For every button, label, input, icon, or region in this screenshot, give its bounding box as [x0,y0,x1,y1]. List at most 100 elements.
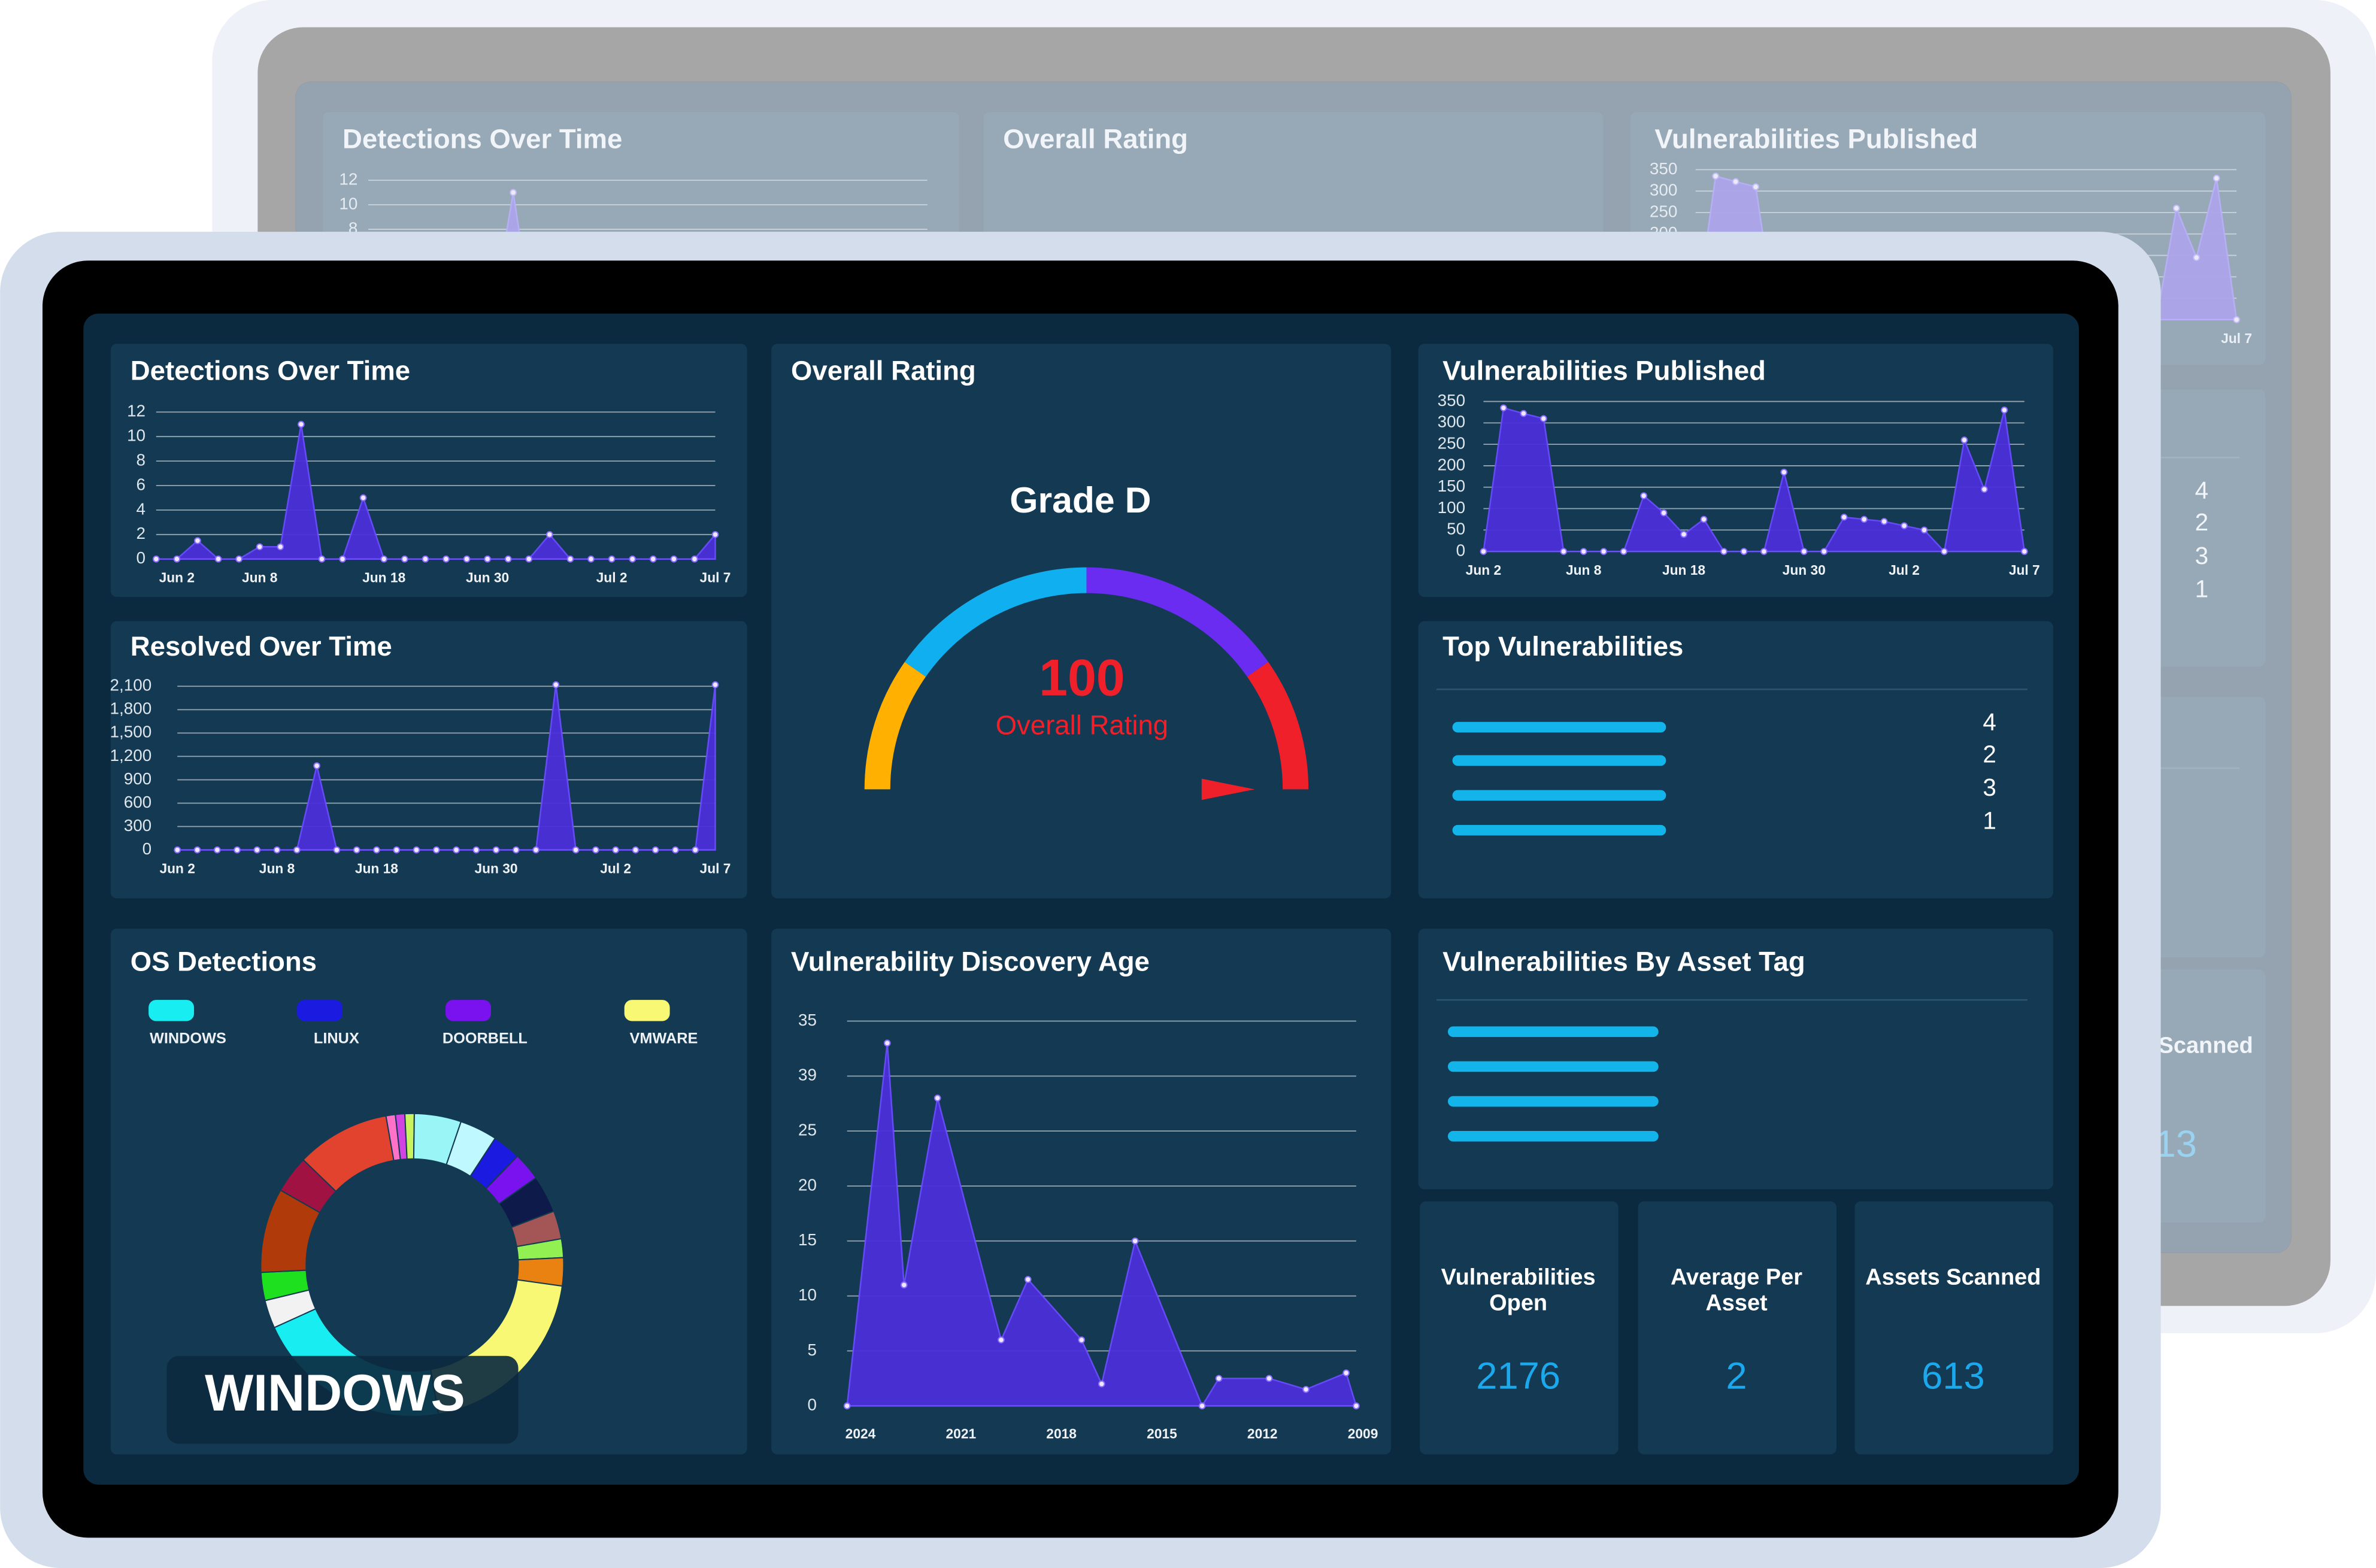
point [900,1281,908,1289]
point [273,846,281,854]
point [1840,513,1848,521]
kpi-value: 2 [1726,1355,1747,1397]
point [632,846,640,854]
x-tick-label: Jun 30 [466,570,509,586]
tooltip-label: WINDOWS [205,1364,465,1422]
point [1780,468,1788,476]
point [691,555,698,563]
dashboard: Overall Rating Grade D 100 Overall Ratin… [83,313,2079,1485]
point [1342,1369,1350,1376]
point [484,555,491,563]
point [692,846,699,854]
point [612,846,619,854]
point [2020,548,2028,555]
y-tick-label: 10 [798,1285,817,1304]
panel [110,929,747,1455]
point [1539,415,1547,423]
point [587,555,595,563]
point [1860,515,1868,523]
legend-swatch [624,1000,670,1021]
point [608,555,616,563]
point [492,846,500,854]
point [1353,1402,1360,1410]
tooltip [166,1355,519,1444]
point [1520,410,1528,417]
y-tick-label: 2 [137,524,146,542]
point [1960,436,1968,444]
point [1560,548,1568,555]
x-tick-label: 2009 [1348,1426,1378,1441]
kpi-card [1854,1201,2053,1455]
y-tick-label: 300 [124,816,151,835]
y-tick-label: 39 [798,1066,817,1084]
gauge-pointer [1201,778,1255,800]
y-tick-label: 0 [1456,541,1465,559]
point [359,494,367,502]
point [525,555,533,563]
kpi-value: 613 [1922,1355,1985,1397]
x-tick-label: Jun 30 [474,860,517,876]
point [1024,1276,1032,1283]
x-tick-label: Jun 18 [1662,562,1705,578]
x-tick-label: Jun 2 [159,860,195,876]
point [194,537,201,544]
point [1131,1237,1139,1245]
y-tick-label: 6 [137,475,146,493]
point [672,846,679,854]
point [1941,548,1948,555]
legend-label: LINUX [314,1030,359,1047]
panel-title: Detections Over Time [131,356,410,386]
legend-swatch [446,1000,491,1021]
x-tick-label: Jul 2 [600,860,631,876]
kpi-card [1420,1201,1619,1455]
point [1720,548,1728,555]
point [883,1039,891,1047]
point [443,555,450,563]
y-tick-label: 600 [124,793,151,811]
point [546,531,553,538]
y-tick-label: 0 [137,548,146,567]
point [1215,1375,1223,1382]
x-tick-label: 2021 [946,1426,977,1441]
panel-title: Vulnerabilities By Asset Tag [1442,946,1805,976]
panel-title: Vulnerabilities Published [1442,356,1766,386]
point [1500,404,1507,412]
score: 100 [1039,649,1125,706]
gauge-arc [1247,662,1309,790]
kpi-label: Vulnerabilities [1441,1265,1596,1290]
x-tick-label: Jun 8 [259,860,295,876]
point [193,846,201,854]
kpi-label: Open [1489,1291,1547,1316]
point [2001,407,2008,414]
kpi-value: 2176 [1476,1355,1560,1397]
y-tick-label: 0 [808,1396,817,1414]
panel [771,344,1392,899]
point [339,555,346,563]
y-tick-label: 100 [1438,498,1465,517]
legend-swatch [297,1000,343,1021]
x-tick-label: Jul 7 [700,860,731,876]
y-tick-label: 10 [127,426,146,445]
x-tick-label: Jul 2 [596,570,628,586]
point [1680,530,1687,538]
score-label: Overall Rating [996,710,1168,741]
point [235,555,243,563]
point [934,1094,941,1102]
count: 2 [1983,740,1996,768]
point [1660,509,1668,517]
point [1580,548,1587,555]
y-tick-label: 25 [798,1121,817,1139]
point [1880,518,1888,525]
panel [1418,929,2053,1190]
point [373,846,380,854]
gauge-arc [1086,567,1269,677]
point [1800,548,1808,555]
point [173,555,181,563]
count: 1 [1983,807,1996,835]
point [649,555,657,563]
point [380,555,388,563]
y-tick-label: 50 [1447,520,1465,538]
y-tick-label: 20 [798,1175,817,1194]
x-tick-label: Jun 30 [1783,562,1826,578]
